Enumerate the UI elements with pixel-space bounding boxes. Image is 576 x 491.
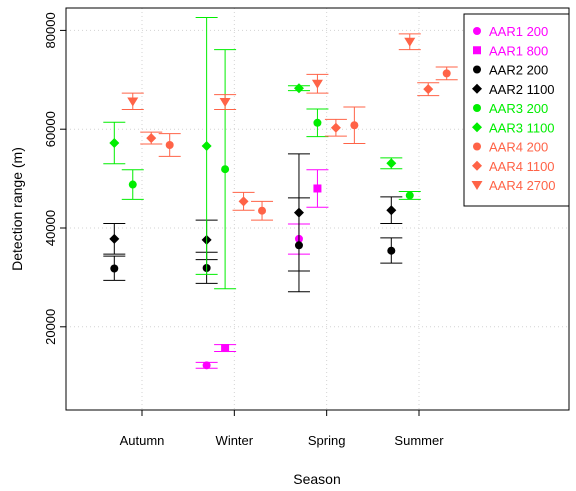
x-tick-label: Spring	[308, 433, 346, 448]
data-point	[221, 165, 230, 174]
data-point	[405, 191, 414, 200]
legend-marker	[472, 83, 482, 94]
legend-marker	[473, 27, 481, 35]
legend-label: AAR2 1100	[489, 82, 555, 97]
series-aar4-1100	[140, 82, 440, 211]
legend-label: AAR4 2700	[489, 178, 556, 193]
data-point	[128, 180, 137, 189]
series-aar4-200	[158, 66, 458, 221]
y-tick-label: 20000	[43, 309, 58, 345]
data-point	[110, 264, 119, 273]
data-point	[386, 205, 397, 216]
legend-box	[463, 13, 570, 207]
data-point	[330, 122, 341, 133]
data-point	[423, 84, 434, 95]
data-point	[311, 79, 323, 89]
series-aar3-200	[121, 49, 421, 290]
data-marks	[103, 17, 458, 370]
legend-marker	[472, 122, 482, 133]
legend-label: AAR3 200	[489, 101, 548, 116]
x-tick-label: Autumn	[120, 433, 165, 448]
data-point	[201, 140, 212, 151]
legend-label: AAR4 200	[489, 140, 548, 155]
series-aar1-800	[214, 169, 329, 353]
x-axis-label: Season	[293, 471, 340, 487]
series-aar4-2700	[121, 33, 421, 110]
data-point	[127, 97, 139, 107]
legend-marker	[472, 160, 482, 171]
data-point	[202, 361, 211, 370]
series-aar3-1100	[103, 17, 403, 275]
data-point	[219, 98, 231, 108]
legend: AAR1 200 AAR1 800 AAR2 200 AAR2 1100 AAR3 20…	[463, 13, 570, 207]
data-point	[165, 141, 174, 150]
data-point	[258, 206, 267, 215]
plot-frame	[65, 7, 570, 411]
legend-marker	[473, 142, 481, 151]
y-axis: 20000 40000 60000 80000	[43, 12, 66, 345]
legend-marker	[473, 65, 481, 74]
y-tick-label: 40000	[43, 210, 58, 246]
data-point	[293, 207, 304, 218]
x-tick-label: Summer	[394, 433, 444, 448]
series-aar2-200	[103, 197, 403, 293]
data-point	[387, 246, 396, 255]
x-tick-label: Winter	[216, 433, 254, 448]
data-point	[238, 196, 249, 207]
y-tick-label: 80000	[43, 12, 58, 48]
legend-marker	[473, 104, 481, 112]
data-point	[109, 138, 120, 149]
series-aar2-1100	[103, 153, 403, 272]
data-point	[109, 233, 120, 244]
grid-lines	[66, 8, 569, 410]
data-point	[313, 184, 322, 193]
data-point	[350, 121, 359, 130]
data-point	[146, 133, 157, 144]
data-point	[313, 118, 322, 127]
legend-label: AAR3 1100	[489, 120, 555, 135]
legend-label: AAR4 1100	[489, 159, 555, 174]
legend-label: AAR1 200	[489, 24, 548, 39]
data-point	[386, 158, 397, 169]
y-tick-label: 60000	[43, 111, 58, 147]
legend-marker	[473, 46, 481, 55]
data-point	[293, 83, 304, 94]
legend-marker	[471, 181, 483, 190]
series-aar1-200	[195, 223, 310, 370]
legend-label: AAR2 200	[489, 63, 548, 78]
data-point	[404, 37, 416, 47]
x-axis: Autumn Winter Spring Summer	[120, 410, 444, 448]
y-axis-label: Detection range (m)	[9, 147, 25, 271]
legend-label: AAR1 800	[489, 43, 548, 58]
data-point	[442, 69, 451, 78]
data-point	[221, 344, 230, 353]
